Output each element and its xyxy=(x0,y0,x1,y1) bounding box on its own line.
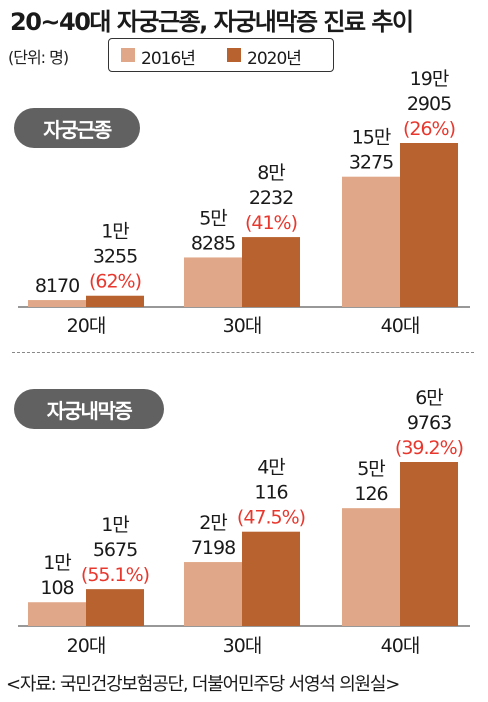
panel-divider xyxy=(12,352,474,353)
data-label: 2만 xyxy=(199,512,227,534)
bar-2016 xyxy=(184,257,242,307)
data-label: 5675 xyxy=(93,539,137,561)
data-label: 1만 xyxy=(101,514,129,536)
data-label: 8170 xyxy=(35,275,79,297)
legend-swatch-2016 xyxy=(121,48,135,62)
data-label: 3255 xyxy=(93,246,137,268)
data-label: 4만 xyxy=(257,457,285,479)
bar-2016 xyxy=(184,562,242,626)
pct-change-label: (62%) xyxy=(89,271,141,293)
chart-title: 20~40대 자궁근종, 자궁내막증 진료 추이 xyxy=(10,8,414,36)
pct-change-label: (26%) xyxy=(403,118,455,140)
pct-change-label: (47.5%) xyxy=(237,507,305,529)
data-label: 108 xyxy=(40,577,73,599)
legend-label-2016: 2016년 xyxy=(141,49,196,69)
bar-2020 xyxy=(242,531,300,626)
data-label: 5만 xyxy=(199,207,227,229)
data-label: 7198 xyxy=(191,537,235,559)
legend: 2016년 2020년 xyxy=(108,38,334,72)
category-label: 20대 xyxy=(67,635,106,657)
bar-2020 xyxy=(400,143,458,307)
category-label: 30대 xyxy=(223,315,262,337)
category-label: 20대 xyxy=(67,315,106,337)
panel-title-fibroids: 자궁근종 xyxy=(14,108,140,148)
data-label: 5만 xyxy=(357,458,385,480)
pct-change-label: (55.1%) xyxy=(81,564,149,586)
data-label: 1만 xyxy=(101,221,129,243)
bar-2020 xyxy=(400,462,458,626)
category-label: 40대 xyxy=(381,635,420,657)
unit-note: (단위: 명) xyxy=(8,48,69,67)
data-label: 15만 xyxy=(352,127,391,149)
data-label: 8285 xyxy=(191,232,235,254)
data-label: 1만 xyxy=(43,552,71,574)
bar-2020 xyxy=(242,237,300,307)
data-label: 19만 xyxy=(410,68,449,90)
data-label: 126 xyxy=(354,483,387,505)
data-label: 8만 xyxy=(257,162,285,184)
bar-2016 xyxy=(342,176,400,307)
bar-2016 xyxy=(28,300,86,307)
data-label: 9763 xyxy=(407,412,451,434)
data-label: 3275 xyxy=(349,152,393,174)
panel-title-endometriosis: 자궁내막증 xyxy=(14,389,164,429)
data-label: 6만 xyxy=(415,387,443,409)
pct-change-label: (39.2%) xyxy=(395,437,463,459)
bar-2016 xyxy=(342,508,400,626)
category-label: 40대 xyxy=(381,315,420,337)
legend-label-2020: 2020년 xyxy=(247,49,302,69)
pct-change-label: (41%) xyxy=(245,212,297,234)
data-label: 116 xyxy=(254,482,287,504)
bar-2020 xyxy=(86,589,144,626)
bar-2016 xyxy=(28,602,86,626)
source-note: <자료: 국민건강보험공단, 더불어민주당 서영석 의원실> xyxy=(6,674,400,695)
data-label: 2905 xyxy=(407,93,451,115)
data-label: 2232 xyxy=(249,187,293,209)
category-label: 30대 xyxy=(223,635,262,657)
legend-swatch-2020 xyxy=(227,48,241,62)
bar-2020 xyxy=(86,295,144,307)
